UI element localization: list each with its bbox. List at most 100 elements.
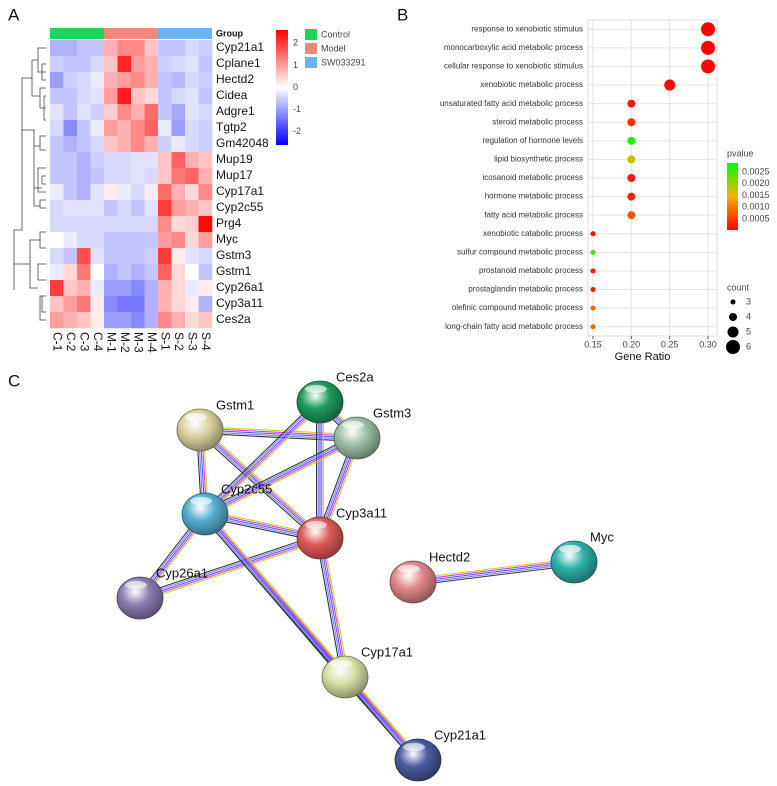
heat-cell — [171, 216, 186, 233]
heat-cell — [198, 88, 213, 105]
y-tick-label: steroid metabolic process — [492, 117, 583, 126]
color-legend-title: pvalue — [727, 148, 754, 158]
heat-cell — [77, 296, 91, 313]
heat-cell — [104, 56, 118, 73]
node-label: Myc — [590, 529, 614, 544]
heat-cell — [50, 248, 64, 265]
heat-cell — [198, 168, 213, 185]
column-label: M-2 — [118, 332, 132, 353]
edge-strand — [322, 537, 349, 677]
heat-cell — [63, 104, 78, 121]
heat-cell — [104, 280, 118, 297]
heat-cell — [131, 280, 145, 297]
edge-strand — [202, 399, 319, 512]
dot — [627, 136, 636, 145]
heat-cell — [158, 120, 172, 137]
heat-cell — [185, 120, 199, 137]
heat-cell — [90, 104, 105, 121]
heat-cell — [77, 88, 91, 105]
heat-cell — [131, 72, 145, 89]
heat-cell — [50, 104, 64, 121]
heat-cell — [104, 40, 118, 57]
heat-cell — [63, 120, 78, 137]
heat-cell — [198, 120, 213, 137]
heat-cell — [104, 104, 118, 121]
heat-cell — [158, 56, 172, 73]
row-label: Gm42048 — [216, 136, 269, 150]
panel-label: A — [8, 5, 20, 24]
heat-cell — [131, 296, 145, 313]
heat-cell — [50, 88, 64, 105]
column-label: M-1 — [105, 332, 119, 353]
heat-cell — [144, 232, 159, 249]
edge-strand — [203, 434, 356, 512]
x-tick-label: 0.30 — [699, 339, 717, 349]
y-tick-label: prostaglandin metabolic process — [468, 285, 583, 294]
size-legend-dot — [729, 313, 737, 321]
heat-cell — [198, 72, 213, 89]
column-label: S-4 — [199, 332, 213, 351]
row-label: Cyp21a1 — [216, 40, 264, 54]
heat-cell — [50, 312, 64, 329]
heat-cell — [63, 136, 78, 153]
heat-cell — [171, 312, 186, 329]
heat-cell — [104, 296, 118, 313]
dot — [590, 324, 596, 330]
heat-cell — [117, 168, 132, 185]
heat-cell — [63, 216, 78, 233]
group-bar — [50, 28, 104, 39]
heat-cell — [131, 56, 145, 73]
heat-cell — [104, 312, 118, 329]
x-axis-title: Gene Ratio — [615, 351, 671, 363]
colorbar-tick-label: 0 — [293, 82, 298, 92]
heat-cell — [198, 152, 213, 169]
row-label: Cplane1 — [216, 56, 261, 70]
node-label: Cyp2c55 — [221, 481, 272, 496]
heat-cell — [77, 72, 91, 89]
heat-cell — [185, 232, 199, 249]
y-tick-label: unsaturated fatty acid metabolic process — [440, 99, 583, 108]
heat-cell — [63, 40, 78, 57]
colorbar-tick-label: 2 — [293, 38, 298, 48]
colorbar-tick-label: -1 — [293, 104, 301, 114]
heat-cell — [50, 72, 64, 89]
node-highlight — [305, 521, 327, 529]
heat-cell — [63, 296, 78, 313]
edge-strand — [317, 538, 344, 678]
heat-cell — [90, 296, 105, 313]
legend-swatch — [305, 57, 317, 68]
heat-cell — [90, 56, 105, 73]
heat-cell — [144, 120, 159, 137]
heat-cell — [104, 72, 118, 89]
dendrogram — [13, 47, 46, 321]
y-tick-label: fatty acid metabolic process — [484, 210, 583, 219]
heat-cell — [185, 88, 199, 105]
heat-cell — [171, 264, 186, 281]
node-highlight — [559, 545, 581, 553]
edge-strand — [204, 401, 321, 515]
heat-cell — [198, 56, 213, 73]
dot — [627, 118, 636, 127]
heat-cell — [144, 56, 159, 73]
heat-cell — [50, 152, 64, 169]
node-label: Cyp17a1 — [361, 644, 413, 659]
heat-cell — [90, 72, 105, 89]
heat-cell — [158, 136, 172, 153]
legend-label: SW033291 — [321, 57, 366, 67]
heat-cell — [77, 248, 91, 265]
heat-cell — [50, 200, 64, 217]
heat-cell — [131, 216, 145, 233]
edge-strand — [140, 540, 322, 602]
heat-cell — [198, 40, 213, 57]
heat-cell — [185, 40, 199, 57]
heat-cell — [131, 264, 145, 281]
edge-strand — [205, 439, 359, 517]
node-label: Cyp21a1 — [434, 727, 486, 742]
heat-cell — [117, 200, 132, 217]
heat-cell — [198, 136, 213, 153]
heat-cell — [63, 264, 78, 281]
edge-strand — [205, 402, 322, 516]
heat-cell — [104, 264, 118, 281]
row-label: Adgre1 — [216, 104, 255, 118]
